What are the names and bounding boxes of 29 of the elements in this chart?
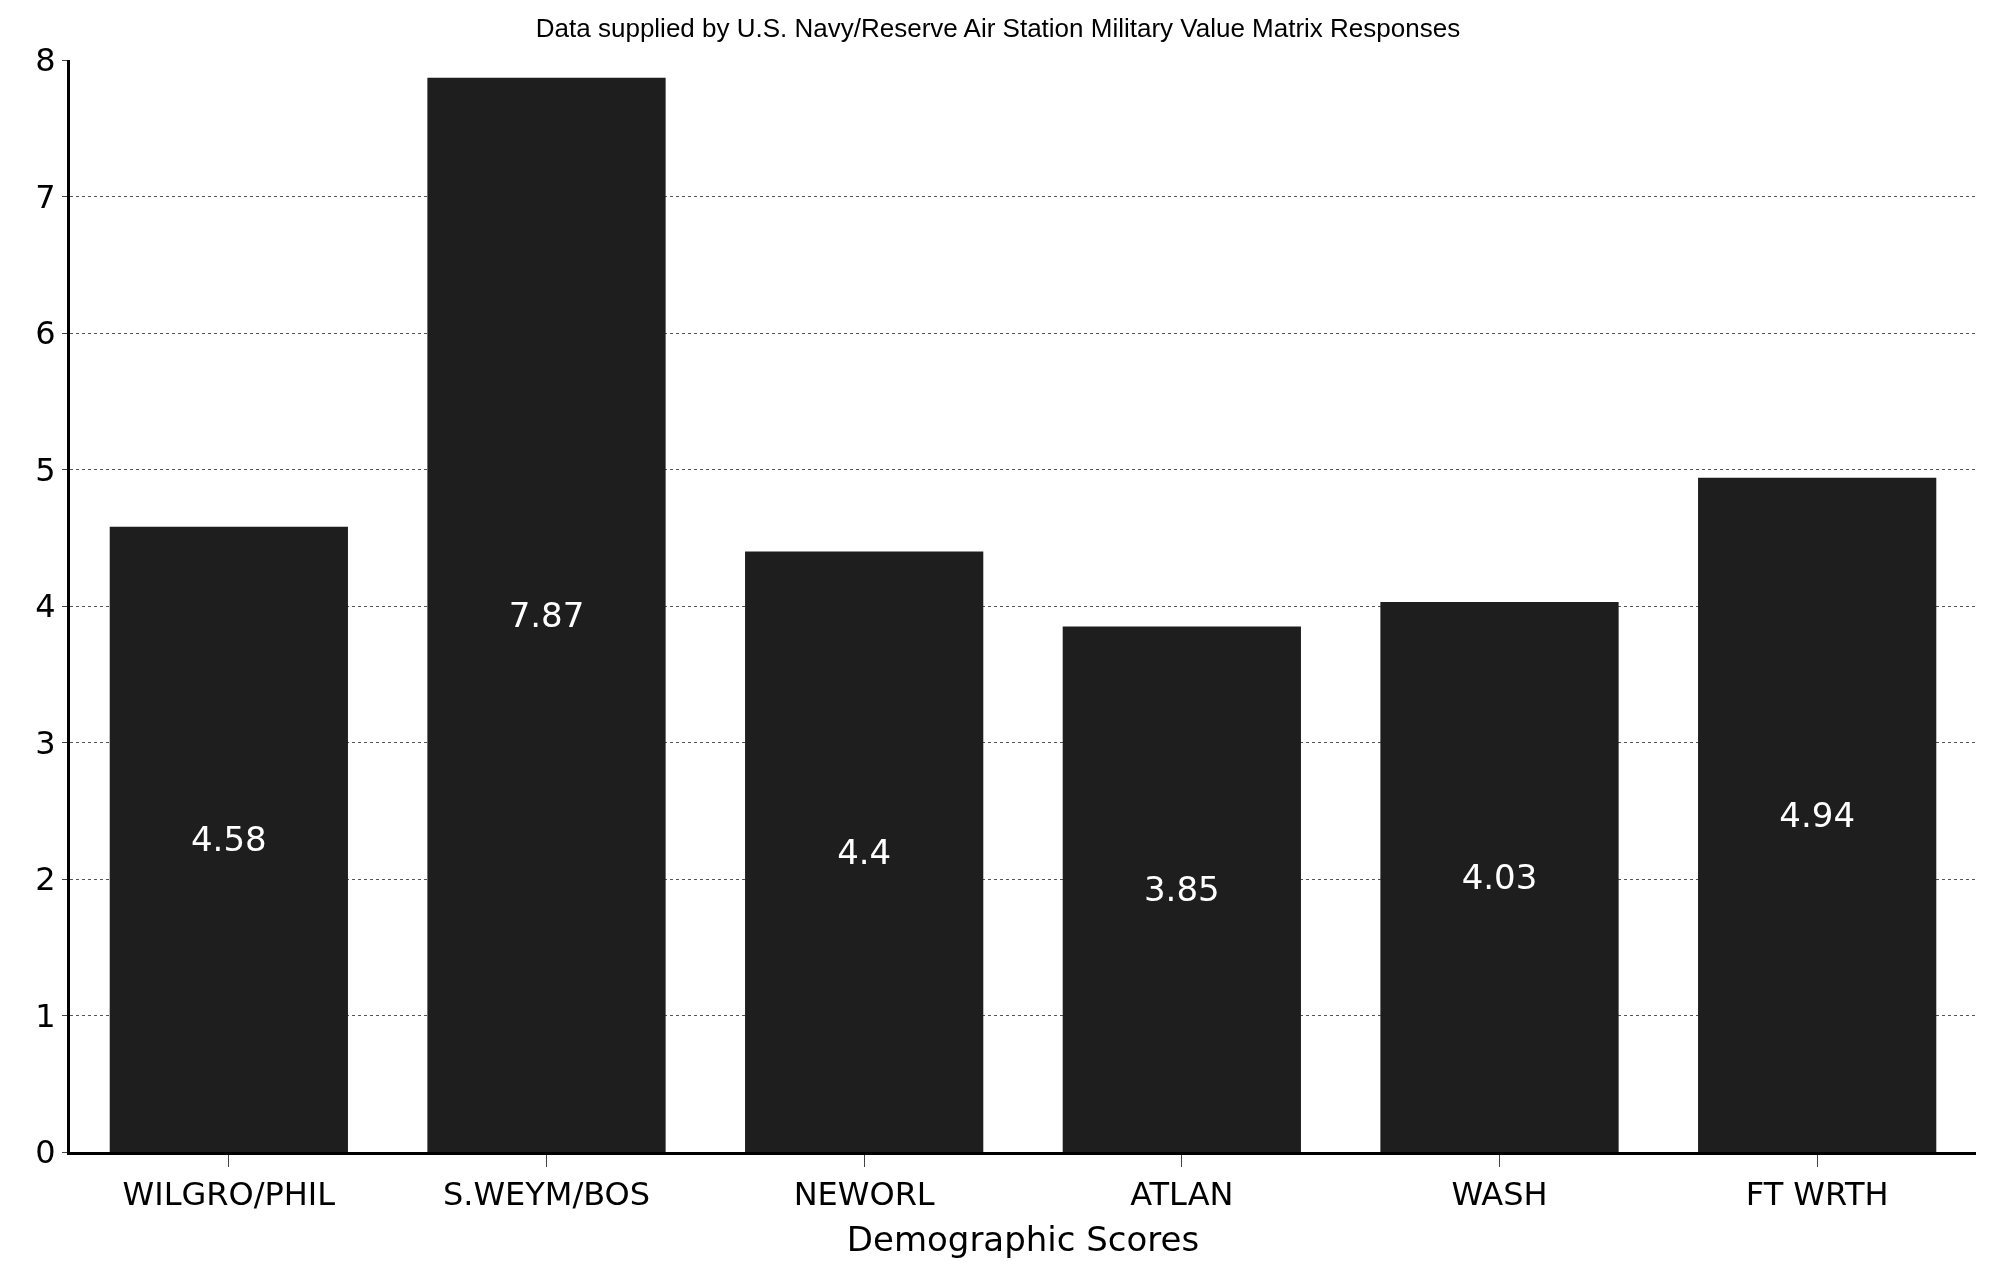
data-label: 3.85 bbox=[1143, 869, 1220, 910]
x-tick-label: NEWORL bbox=[793, 1175, 935, 1214]
data-label: 4.94 bbox=[1779, 794, 1856, 835]
data-label: 7.87 bbox=[508, 594, 585, 635]
y-tick-label: 4 bbox=[35, 587, 56, 626]
data-label: 4.03 bbox=[1461, 856, 1538, 897]
bar bbox=[745, 551, 984, 1152]
bar bbox=[1380, 601, 1619, 1152]
x-axis-title: Demographic Scores bbox=[846, 1218, 1200, 1259]
bar bbox=[427, 77, 666, 1152]
x-tick-label: S.WEYM/BOS bbox=[442, 1175, 651, 1214]
chart-title: Data supplied by U.S. Navy/Reserve Air Station Military Value Matrix Responses bbox=[535, 13, 1461, 44]
y-tick-label: 7 bbox=[35, 177, 56, 216]
x-tick-label: WILGRO/PHIL bbox=[122, 1175, 336, 1214]
x-tick-label: WASH bbox=[1451, 1175, 1548, 1214]
y-tick-label: 3 bbox=[35, 723, 56, 762]
y-tick-label: 8 bbox=[35, 41, 56, 80]
bar bbox=[1062, 626, 1301, 1152]
bar bbox=[1698, 477, 1937, 1152]
data-label: 4.4 bbox=[837, 831, 892, 872]
x-tick-label: ATLAN bbox=[1130, 1175, 1234, 1214]
y-tick-label: 2 bbox=[35, 860, 56, 899]
data-label: 4.58 bbox=[190, 819, 267, 860]
y-tick-label: 6 bbox=[35, 314, 56, 353]
y-tick-label: 1 bbox=[35, 996, 56, 1035]
x-tick-label: FT WRTH bbox=[1745, 1175, 1889, 1214]
y-tick-label: 5 bbox=[35, 450, 56, 489]
bar bbox=[109, 526, 348, 1152]
y-tick-label: 0 bbox=[35, 1133, 56, 1172]
